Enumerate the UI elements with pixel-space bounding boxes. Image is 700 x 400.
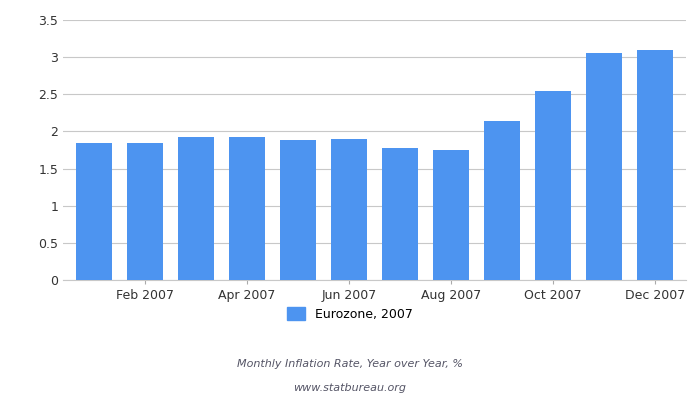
Bar	[331, 139, 367, 280]
Bar	[587, 53, 622, 280]
Bar	[484, 121, 520, 280]
Text: www.statbureau.org: www.statbureau.org	[293, 383, 407, 393]
Bar	[433, 150, 469, 280]
Bar	[127, 142, 162, 280]
Bar	[536, 90, 571, 280]
Bar	[229, 137, 265, 280]
Bar	[76, 142, 111, 280]
Legend: Eurozone, 2007: Eurozone, 2007	[281, 302, 419, 326]
Bar	[638, 50, 673, 280]
Bar	[280, 140, 316, 280]
Text: Monthly Inflation Rate, Year over Year, %: Monthly Inflation Rate, Year over Year, …	[237, 359, 463, 369]
Bar	[382, 148, 418, 280]
Bar	[178, 137, 214, 280]
